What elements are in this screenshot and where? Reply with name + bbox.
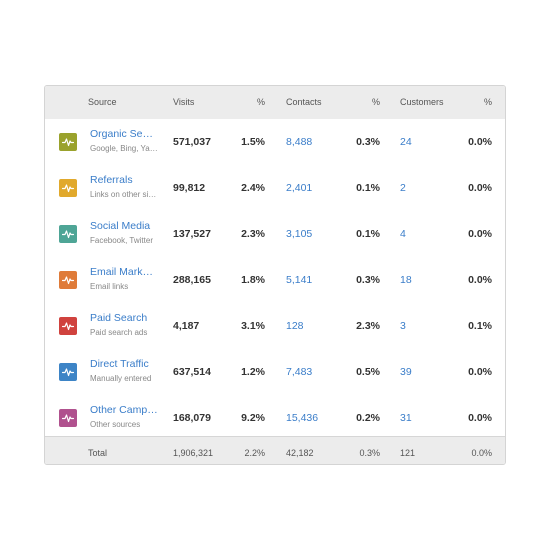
visits-pct-value: 2.4% (241, 182, 265, 194)
contacts-link[interactable]: 7,483 (286, 366, 313, 378)
total-customers: 121 (400, 448, 416, 458)
customers-link[interactable]: 4 (400, 228, 406, 240)
visits-value: 4,187 (173, 320, 200, 332)
customers-link[interactable]: 3 (400, 320, 406, 332)
visits-pct-value: 1.5% (241, 136, 265, 148)
contacts-link[interactable]: 15,436 (286, 412, 319, 424)
table-header: Source Visits % Contacts % Customers % (45, 86, 505, 120)
customers-link[interactable]: 31 (400, 412, 412, 424)
header-customers-pct[interactable]: % (483, 97, 492, 107)
contacts-pct-value: 0.3% (356, 274, 380, 286)
contacts-link[interactable]: 2,401 (286, 182, 313, 194)
customers-link[interactable]: 18 (400, 274, 412, 286)
table-row: Email Marketing Email links 288,165 1.8% 5,1… (45, 257, 505, 304)
table-row: Referrals Links on other sites 99,812 2.4% 2… (45, 165, 505, 212)
header-visits[interactable]: Visits (173, 97, 195, 107)
customers-link[interactable]: 39 (400, 366, 412, 378)
contacts-pct-value: 0.1% (356, 182, 380, 194)
activity-icon (59, 271, 77, 289)
source-description: Other sources (90, 420, 141, 429)
contacts-link[interactable]: 8,488 (286, 136, 313, 148)
visits-value: 288,165 (173, 274, 211, 286)
contacts-link[interactable]: 128 (286, 320, 304, 332)
table-row: Other Campaigns Other sources 168,079 9.2% 1… (45, 395, 505, 442)
contacts-pct-value: 0.2% (356, 412, 380, 424)
source-name-link[interactable]: Other Campaigns (90, 404, 158, 416)
source-name-link[interactable]: Email Marketing (90, 266, 158, 278)
source-description: Google, Bing, Yahoo (90, 144, 158, 153)
total-contacts: 42,182 (286, 448, 314, 458)
visits-value: 571,037 (173, 136, 211, 148)
contacts-link[interactable]: 3,105 (286, 228, 313, 240)
header-source[interactable]: Source (88, 97, 117, 107)
activity-icon (59, 363, 77, 381)
visits-pct-value: 2.3% (241, 228, 265, 240)
visits-value: 637,514 (173, 366, 211, 378)
customers-pct-value: 0.0% (468, 366, 492, 378)
source-description: Manually entered (90, 374, 152, 383)
contacts-pct-value: 0.1% (356, 228, 380, 240)
source-description: Paid search ads (90, 328, 148, 337)
activity-icon (59, 179, 77, 197)
customers-pct-value: 0.0% (468, 274, 492, 286)
total-visits: 1,906,321 (173, 448, 214, 458)
visits-value: 99,812 (173, 182, 206, 194)
header-contacts[interactable]: Contacts (286, 97, 322, 107)
activity-icon (59, 225, 77, 243)
source-name-link[interactable]: Social Media (90, 220, 151, 232)
customers-pct-value: 0.0% (468, 412, 492, 424)
contacts-pct-value: 0.3% (356, 136, 380, 148)
visits-pct-value: 1.8% (241, 274, 265, 286)
header-visits-pct[interactable]: % (256, 97, 265, 107)
header-contacts-pct[interactable]: % (371, 97, 380, 107)
customers-pct-value: 0.1% (468, 320, 492, 332)
header-customers[interactable]: Customers (400, 97, 444, 107)
table-row: Direct Traffic Manually entered 637,514 1.2… (45, 349, 505, 396)
total-customers-pct: 0.0% (471, 448, 492, 458)
source-name-link[interactable]: Paid Search (90, 312, 148, 324)
activity-icon (59, 133, 77, 151)
visits-pct-value: 1.2% (241, 366, 265, 378)
contacts-pct-value: 2.3% (356, 320, 380, 332)
source-name-link[interactable]: Referrals (90, 174, 133, 186)
table-row: Organic Search Google, Bing, Yahoo 571,037… (45, 119, 505, 166)
source-description: Links on other sites (90, 190, 158, 199)
customers-pct-value: 0.0% (468, 228, 492, 240)
source-description: Facebook, Twitter (90, 236, 153, 245)
customers-link[interactable]: 2 (400, 182, 406, 194)
table-row: Social Media Facebook, Twitter 137,527 2.3%… (45, 211, 505, 258)
source-name-link[interactable]: Organic Search (90, 128, 158, 140)
contacts-pct-value: 0.5% (356, 366, 380, 378)
table-row: Paid Search Paid search ads 4,187 3.1% 128 2.… (45, 303, 505, 350)
total-label: Total (88, 448, 108, 458)
total-contacts-pct: 0.3% (359, 448, 380, 458)
total-visits-pct: 2.2% (244, 448, 265, 458)
customers-link[interactable]: 24 (400, 136, 412, 148)
sources-table: Source Visits % Contacts % Customers % O… (44, 85, 506, 465)
contacts-link[interactable]: 5,141 (286, 274, 313, 286)
activity-icon (59, 317, 77, 335)
customers-pct-value: 0.0% (468, 136, 492, 148)
visits-pct-value: 9.2% (241, 412, 265, 424)
visits-pct-value: 3.1% (241, 320, 265, 332)
customers-pct-value: 0.0% (468, 182, 492, 194)
activity-icon (59, 409, 77, 427)
source-name-link[interactable]: Direct Traffic (90, 358, 149, 370)
visits-value: 168,079 (173, 412, 211, 424)
visits-value: 137,527 (173, 228, 211, 240)
total-row: Total 1,906,321 2.2% 42,182 0.3% 121 0.0… (45, 436, 505, 464)
source-description: Email links (90, 282, 129, 291)
